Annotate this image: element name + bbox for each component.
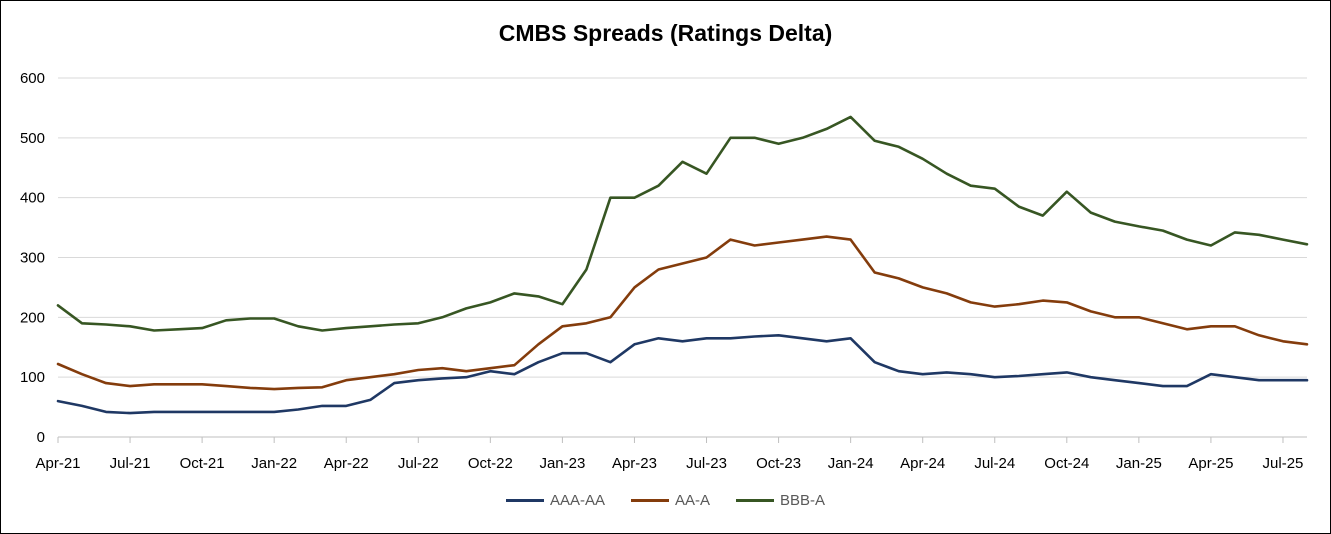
x-axis: Apr-21 Jul-21 Oct-21 Jan-22 Apr-22 Jul-22 Oct-… — [35, 436, 1307, 472]
x-tick-label: Apr-24 — [900, 455, 945, 472]
x-tick-label: Jan-23 — [539, 455, 585, 472]
x-tick-label: Jul-23 — [686, 455, 727, 472]
y-tick-label: 200 — [20, 309, 45, 326]
y-axis-ticks: 0 100 200 300 400 500 600 — [20, 70, 45, 446]
x-tick-label: Oct-22 — [468, 455, 513, 472]
x-tick-label: Jan-25 — [1116, 455, 1162, 472]
gridlines — [58, 77, 1307, 378]
x-tick-label: Apr-22 — [324, 455, 369, 472]
x-tick-label: Jul-21 — [110, 455, 151, 472]
legend-swatch — [736, 499, 775, 502]
x-tick-label: Jul-24 — [974, 455, 1015, 472]
y-tick-label: 400 — [20, 190, 45, 207]
x-tick-label: Oct-24 — [1044, 455, 1089, 472]
legend-label: BBB-A — [780, 492, 826, 509]
legend-item-aaa-aa: AAA-AA — [505, 492, 605, 509]
legend-item-aa-a: AA-A — [631, 492, 710, 509]
x-tick-label: Apr-25 — [1188, 455, 1233, 472]
chart-title: CMBS Spreads (Ratings Delta) — [498, 20, 833, 46]
legend-item-bbb-a: BBB-A — [736, 492, 825, 509]
y-tick-label: 100 — [20, 369, 45, 386]
x-tick-label: Jul-22 — [398, 455, 439, 472]
legend-swatch — [631, 499, 669, 502]
y-tick-label: 500 — [20, 130, 45, 147]
x-tick-label: Jan-24 — [828, 455, 874, 472]
x-tick-label: Jul-25 — [1263, 455, 1304, 472]
x-tick-label: Apr-21 — [35, 455, 80, 472]
legend-swatch — [505, 499, 544, 502]
x-tick-label: Oct-21 — [180, 455, 225, 472]
series-line-bbb-a — [56, 115, 1309, 332]
x-tick-label: Oct-23 — [756, 455, 801, 472]
series-line-aaa-aa — [56, 333, 1309, 415]
series-line-aa-a — [56, 235, 1309, 391]
y-tick-label: 600 — [20, 70, 45, 87]
x-tick-label: Jan-22 — [251, 455, 297, 472]
y-tick-label: 0 — [37, 429, 45, 446]
series-lines — [56, 115, 1309, 415]
legend: AAA-AA AA-A BBB-A — [0, 492, 1331, 509]
y-tick-label: 300 — [20, 250, 45, 267]
legend-label: AA-A — [675, 492, 711, 509]
legend-label: AAA-AA — [549, 492, 605, 509]
x-tick-label: Apr-23 — [612, 455, 657, 472]
